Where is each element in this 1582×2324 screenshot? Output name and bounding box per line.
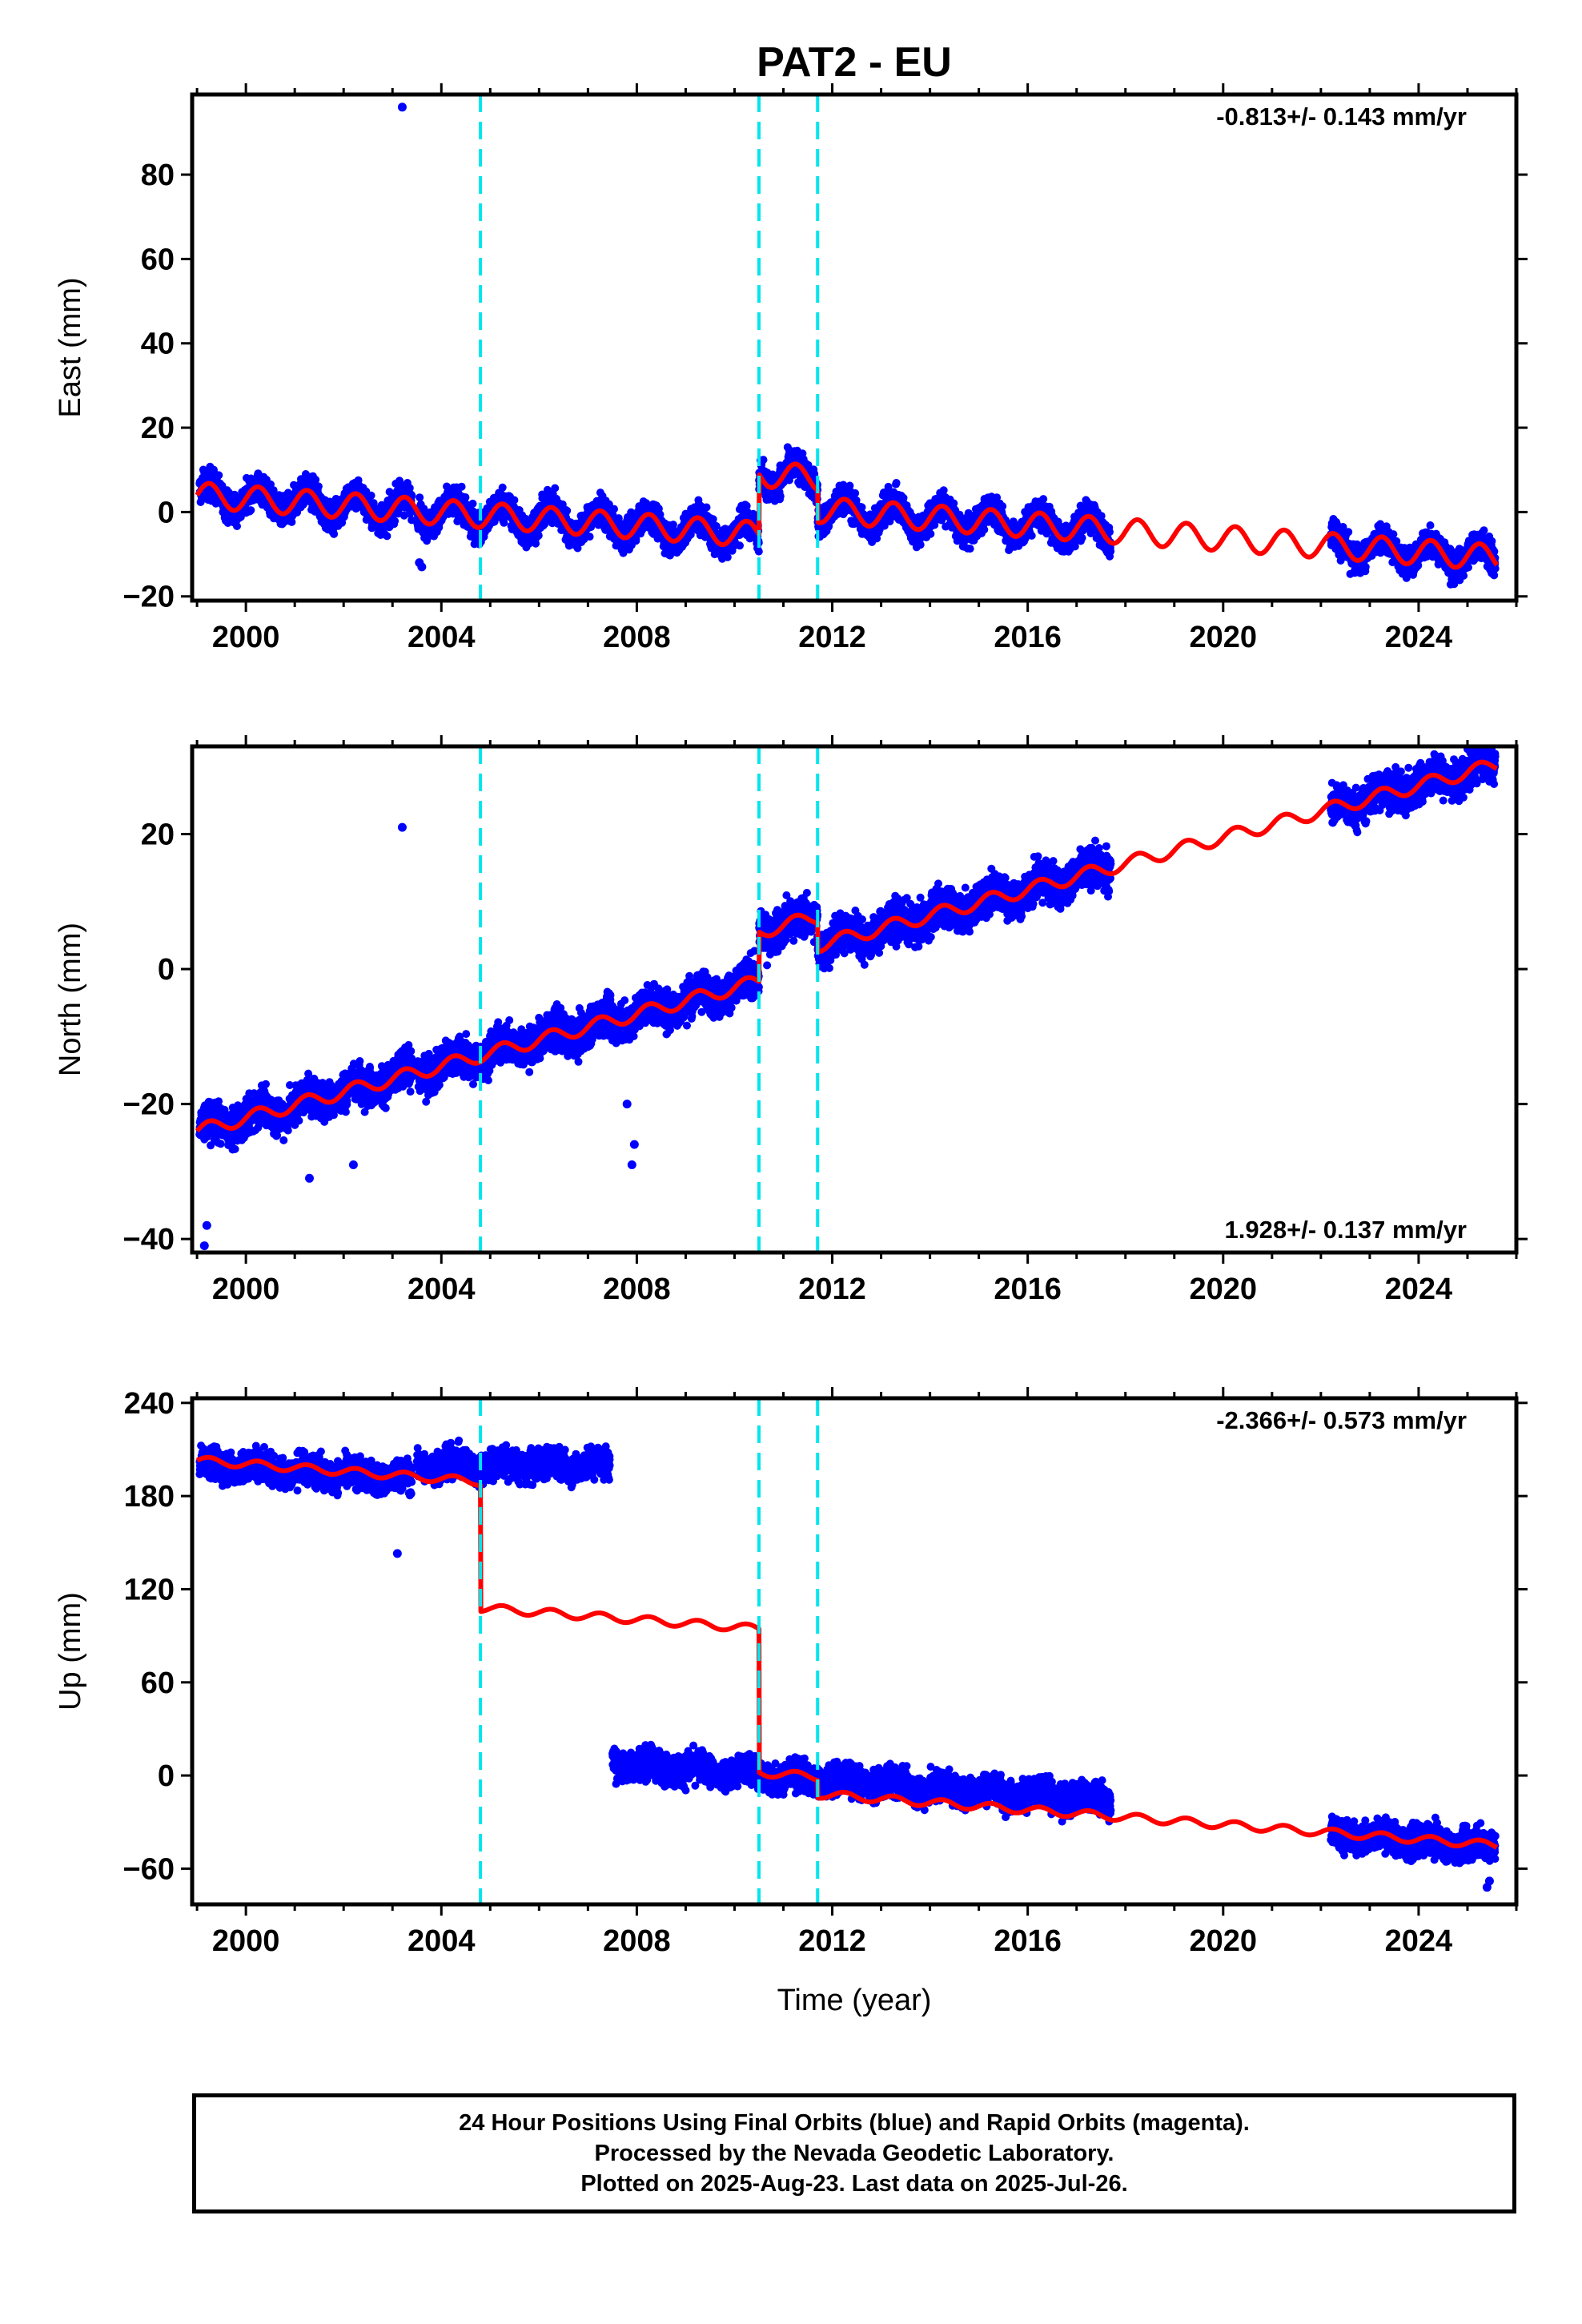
east-data-point	[416, 493, 424, 502]
east-data-point	[916, 541, 925, 549]
east-data-point	[551, 484, 560, 493]
east-data-point	[367, 491, 375, 500]
east-data-point	[998, 502, 1007, 511]
east-data-point	[383, 532, 391, 541]
east-data-point	[610, 505, 618, 513]
east-data-point	[980, 525, 989, 534]
east-data-point	[287, 517, 296, 526]
east-panel: 2000 2004 2008 2012 2016 2020 2024−20020406080…	[54, 83, 1528, 654]
east-data-point	[461, 493, 470, 501]
east-data-point	[759, 456, 768, 464]
east-data-point	[500, 518, 508, 527]
east-data-point	[857, 503, 866, 512]
east-data-point	[736, 541, 744, 550]
east-data-point	[563, 506, 572, 515]
east-plot-area	[195, 94, 1500, 601]
east-data-point	[498, 483, 507, 492]
figure-title: PAT2 - EU	[757, 39, 952, 86]
east-data-point	[585, 533, 594, 541]
east-data-point	[215, 471, 223, 480]
east-data-point	[534, 531, 543, 540]
east-data-point	[851, 489, 860, 497]
east-data-point	[776, 492, 785, 501]
east-data-points	[195, 103, 1500, 589]
east-data-point	[709, 515, 717, 524]
east-data-point	[391, 517, 400, 525]
east-data-point	[754, 547, 763, 556]
east-data-point	[311, 476, 320, 484]
east-data-point	[314, 482, 323, 491]
east-data-point	[702, 503, 711, 512]
east-data-point	[457, 482, 466, 491]
east-data-point	[723, 553, 732, 561]
east-data-point	[330, 529, 339, 538]
east-data-point	[892, 479, 901, 487]
east-data-point	[510, 496, 519, 505]
east-data-point	[468, 499, 477, 508]
east-data-point	[939, 486, 948, 495]
east-data-point	[966, 545, 974, 553]
east-data-point	[247, 506, 255, 515]
east-data-point	[926, 529, 935, 538]
east-data-point	[233, 522, 241, 530]
